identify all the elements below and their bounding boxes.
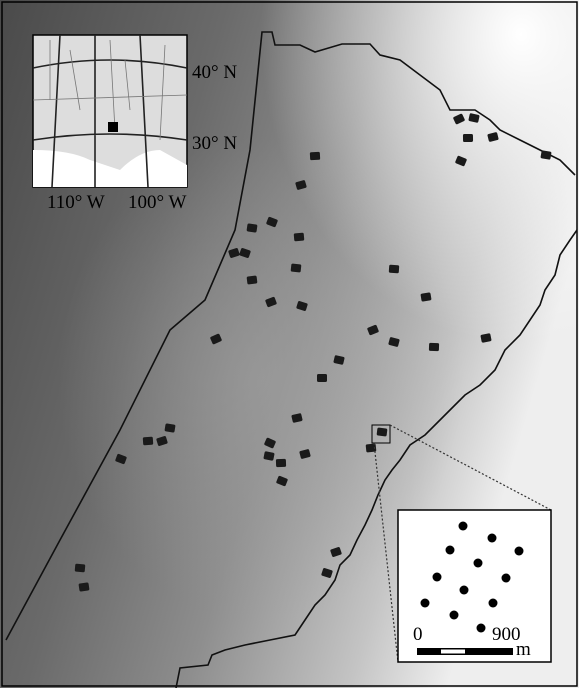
plot bbox=[246, 223, 257, 232]
plot bbox=[420, 292, 431, 301]
plot bbox=[247, 275, 258, 284]
study-location bbox=[108, 122, 118, 132]
scale-label: 0 bbox=[413, 624, 423, 645]
scale-unit: m bbox=[516, 639, 531, 660]
locator-inset bbox=[33, 35, 187, 187]
plot bbox=[377, 427, 388, 436]
plot bbox=[463, 134, 473, 142]
scale-bar-segment bbox=[441, 650, 465, 654]
sample-point bbox=[433, 573, 442, 582]
sample-point bbox=[474, 559, 483, 568]
lat-label: 30° N bbox=[192, 133, 237, 154]
plot bbox=[78, 582, 89, 591]
plot bbox=[389, 265, 400, 274]
lat-label: 40° N bbox=[192, 62, 237, 83]
sample-point bbox=[502, 574, 511, 583]
plot bbox=[540, 150, 551, 160]
sample-point bbox=[459, 522, 468, 531]
plot bbox=[317, 374, 327, 382]
plot bbox=[291, 263, 302, 272]
plot bbox=[143, 437, 154, 446]
plot bbox=[75, 564, 86, 573]
plot bbox=[164, 423, 175, 432]
sample-point bbox=[489, 599, 498, 608]
sample-point bbox=[446, 546, 455, 555]
lon-label: 110° W bbox=[47, 192, 105, 213]
sample-point bbox=[488, 534, 497, 543]
sample-point bbox=[460, 586, 469, 595]
plot bbox=[310, 152, 320, 161]
sample-point bbox=[477, 624, 486, 633]
plot bbox=[429, 343, 439, 351]
plot bbox=[294, 233, 305, 242]
sample-point bbox=[450, 611, 459, 620]
map: 40° N 30° N 110° W 100° W 0 900 m bbox=[0, 0, 579, 688]
page: 40° N 30° N 110° W 100° W 0 900 m (() =>… bbox=[0, 0, 579, 688]
plot bbox=[276, 459, 286, 467]
sample-point bbox=[421, 599, 430, 608]
lon-label: 100° W bbox=[128, 192, 187, 213]
sample-point bbox=[515, 547, 524, 556]
